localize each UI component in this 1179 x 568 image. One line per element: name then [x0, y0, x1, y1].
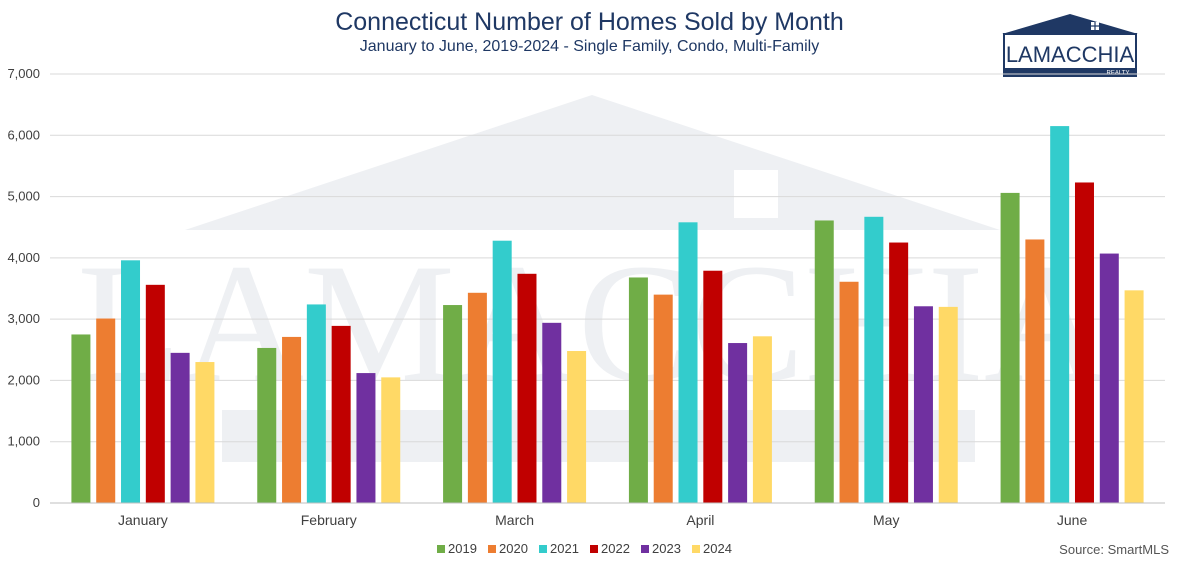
legend-label: 2023: [652, 541, 681, 556]
bar-april-2024: [752, 336, 772, 503]
y-tick-label: 4,000: [7, 250, 40, 265]
legend-swatch-2019: [437, 545, 445, 553]
x-tick-label: May: [873, 512, 899, 528]
bar-march-2019: [443, 305, 463, 503]
legend-label: 2022: [601, 541, 630, 556]
x-tick-label: April: [686, 512, 714, 528]
watermark-window: [734, 170, 778, 218]
legend-swatch-2024: [692, 545, 700, 553]
legend-swatch-2021: [539, 545, 547, 553]
watermark-logo-text: LAMACCHIA: [77, 229, 1106, 417]
bar-april-2023: [728, 343, 748, 503]
bar-april-2020: [653, 294, 673, 503]
chart-title: Connecticut Number of Homes Sold by Mont…: [335, 8, 844, 36]
bar-march-2023: [542, 322, 562, 503]
legend-label: 2024: [703, 541, 732, 556]
y-tick-label: 1,000: [7, 434, 40, 449]
legend-label: 2021: [550, 541, 579, 556]
legend-swatch-2020: [488, 545, 496, 553]
bar-may-2023: [913, 306, 933, 503]
x-tick-label: June: [1057, 512, 1088, 528]
bar-june-2022: [1074, 182, 1094, 503]
bar-june-2024: [1124, 290, 1144, 503]
chart-subtitle: January to June, 2019-2024 - Single Fami…: [359, 38, 820, 55]
bar-march-2021: [492, 240, 512, 503]
bar-january-2024: [195, 362, 215, 503]
logo-wordmark: LAMACCHIA: [1006, 42, 1135, 67]
bar-january-2022: [145, 284, 165, 503]
bar-april-2019: [628, 277, 648, 503]
legend-swatch-2022: [590, 545, 598, 553]
y-tick-label: 0: [33, 495, 40, 510]
bar-february-2020: [282, 336, 302, 503]
x-tick-label: January: [118, 512, 168, 528]
bar-february-2021: [306, 304, 326, 503]
legend-label: 2019: [448, 541, 477, 556]
bar-january-2020: [96, 318, 116, 503]
bar-january-2019: [71, 334, 91, 503]
bar-june-2021: [1050, 126, 1070, 503]
bar-may-2020: [839, 281, 859, 503]
y-tick-label: 6,000: [7, 127, 40, 142]
bar-march-2020: [467, 292, 487, 503]
x-tick-label: February: [301, 512, 357, 528]
bar-june-2020: [1025, 239, 1045, 503]
bar-june-2023: [1099, 253, 1119, 503]
bar-january-2021: [121, 260, 141, 503]
watermark-roof: [185, 95, 1000, 230]
bar-april-2022: [703, 270, 723, 503]
lamacchia-logo: LAMACCHIA REALTY: [1002, 14, 1138, 77]
bar-february-2022: [331, 325, 351, 503]
bar-april-2021: [678, 222, 698, 503]
y-tick-label: 3,000: [7, 311, 40, 326]
legend-label: 2020: [499, 541, 528, 556]
bar-february-2024: [381, 377, 401, 503]
bar-february-2019: [257, 347, 277, 503]
bar-january-2023: [170, 352, 190, 503]
bar-june-2019: [1000, 192, 1020, 503]
x-tick-label: March: [495, 512, 534, 528]
bar-may-2022: [889, 242, 909, 504]
bar-may-2019: [814, 220, 834, 504]
bar-march-2024: [567, 351, 587, 503]
bar-may-2021: [864, 216, 884, 503]
bar-february-2023: [356, 373, 376, 503]
y-tick-label: 2,000: [7, 372, 40, 387]
source-note: Source: SmartMLS: [1059, 542, 1169, 557]
y-tick-label: 7,000: [7, 66, 40, 81]
bar-may-2024: [938, 306, 958, 503]
logo-roof: [1002, 14, 1138, 34]
y-tick-label: 5,000: [7, 189, 40, 204]
bar-march-2022: [517, 273, 537, 503]
legend-swatch-2023: [641, 545, 649, 553]
